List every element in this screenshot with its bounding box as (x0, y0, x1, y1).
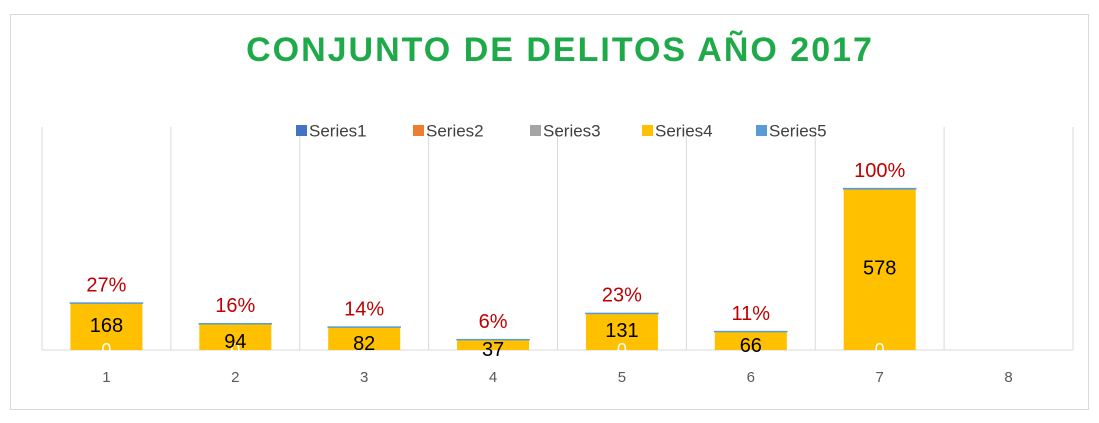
legend-swatch (530, 125, 541, 136)
legend-label: Series4 (655, 121, 713, 140)
data-label: 66 (740, 335, 762, 357)
data-label: 131 (605, 320, 638, 342)
legend-label: Series3 (543, 121, 601, 140)
x-tick-label: 1 (102, 369, 110, 386)
data-label: 168 (90, 315, 123, 337)
data-label: 100% (854, 160, 905, 182)
data-label: 27% (86, 274, 126, 296)
data-label: 23% (602, 285, 642, 307)
chart-title: CONJUNTO DE DELITOS AÑO 2017 (246, 31, 874, 69)
data-label: 82 (353, 333, 375, 355)
x-tick-label: 4 (489, 369, 497, 386)
data-label: 11% (732, 303, 771, 325)
x-tick-label: 8 (1004, 369, 1012, 386)
legend-swatch (756, 125, 767, 136)
data-label: 37 (482, 339, 504, 361)
legend-label: Series1 (309, 121, 367, 140)
data-label: 0 (617, 340, 627, 360)
legend-label: Series5 (769, 121, 827, 140)
data-label: 94 (224, 331, 246, 353)
x-tick-label: 7 (876, 369, 884, 386)
x-tick-label: 3 (360, 369, 368, 386)
x-tick-label: 2 (231, 369, 239, 386)
legend-label: Series2 (426, 121, 484, 140)
data-label: 0 (101, 340, 111, 360)
data-label: 578 (863, 258, 896, 280)
legend-swatch (642, 125, 653, 136)
data-label: 14% (344, 298, 384, 320)
x-tick-label: 5 (618, 369, 626, 386)
data-label: 0 (875, 340, 885, 360)
data-label: 16% (215, 295, 255, 317)
data-label: 6% (479, 311, 508, 333)
x-tick-label: 6 (747, 369, 755, 386)
legend-swatch (413, 125, 424, 136)
legend-swatch (296, 125, 307, 136)
